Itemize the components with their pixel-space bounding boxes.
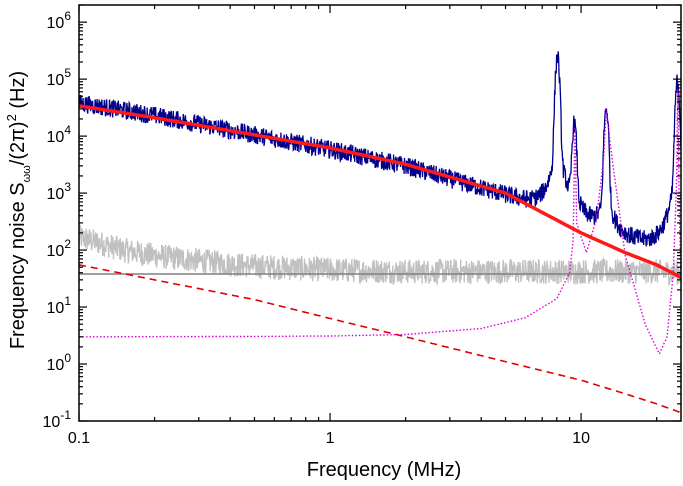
x-tick-label: 0.1 xyxy=(68,430,90,447)
axes xyxy=(78,4,682,422)
plot-area xyxy=(79,51,681,414)
y-tick-label: 103 xyxy=(47,180,72,203)
y-axis-title-subscript: ωω xyxy=(21,165,33,183)
series-1-f-noise-component xyxy=(79,264,681,414)
series-background-noise xyxy=(79,224,681,287)
y-axis-title-superscript: 2 xyxy=(4,114,19,121)
tick-labels: 0.1 1 10 10-1 100 101 102 103 104 105 106 xyxy=(43,9,591,447)
y-tick-label: 102 xyxy=(47,237,72,260)
series-measured-frequency-noise xyxy=(79,51,681,247)
y-tick-label: 10-1 xyxy=(43,408,72,431)
y-tick-label: 106 xyxy=(47,9,72,32)
y-tick-label: 101 xyxy=(47,294,72,317)
y-tick-label: 104 xyxy=(47,123,72,146)
y-axis-title-middle: /(2π) xyxy=(7,121,29,165)
x-tick-label: 1 xyxy=(326,430,335,447)
y-tick-label: 100 xyxy=(47,351,72,374)
plot-frame xyxy=(78,4,682,422)
y-axis-title-prefix: Frequency noise S xyxy=(7,182,29,349)
y-tick-label: 105 xyxy=(47,66,72,89)
y-axis-title-suffix: (Hz) xyxy=(7,71,29,114)
y-axis-title: Frequency noise Sωω/(2π)2 (Hz) xyxy=(4,71,33,349)
series-total-fit xyxy=(79,104,681,280)
x-tick-label: 10 xyxy=(572,430,590,447)
series-mechanical-modes-model xyxy=(79,89,681,355)
x-axis-title: Frequency (MHz) xyxy=(307,459,461,481)
